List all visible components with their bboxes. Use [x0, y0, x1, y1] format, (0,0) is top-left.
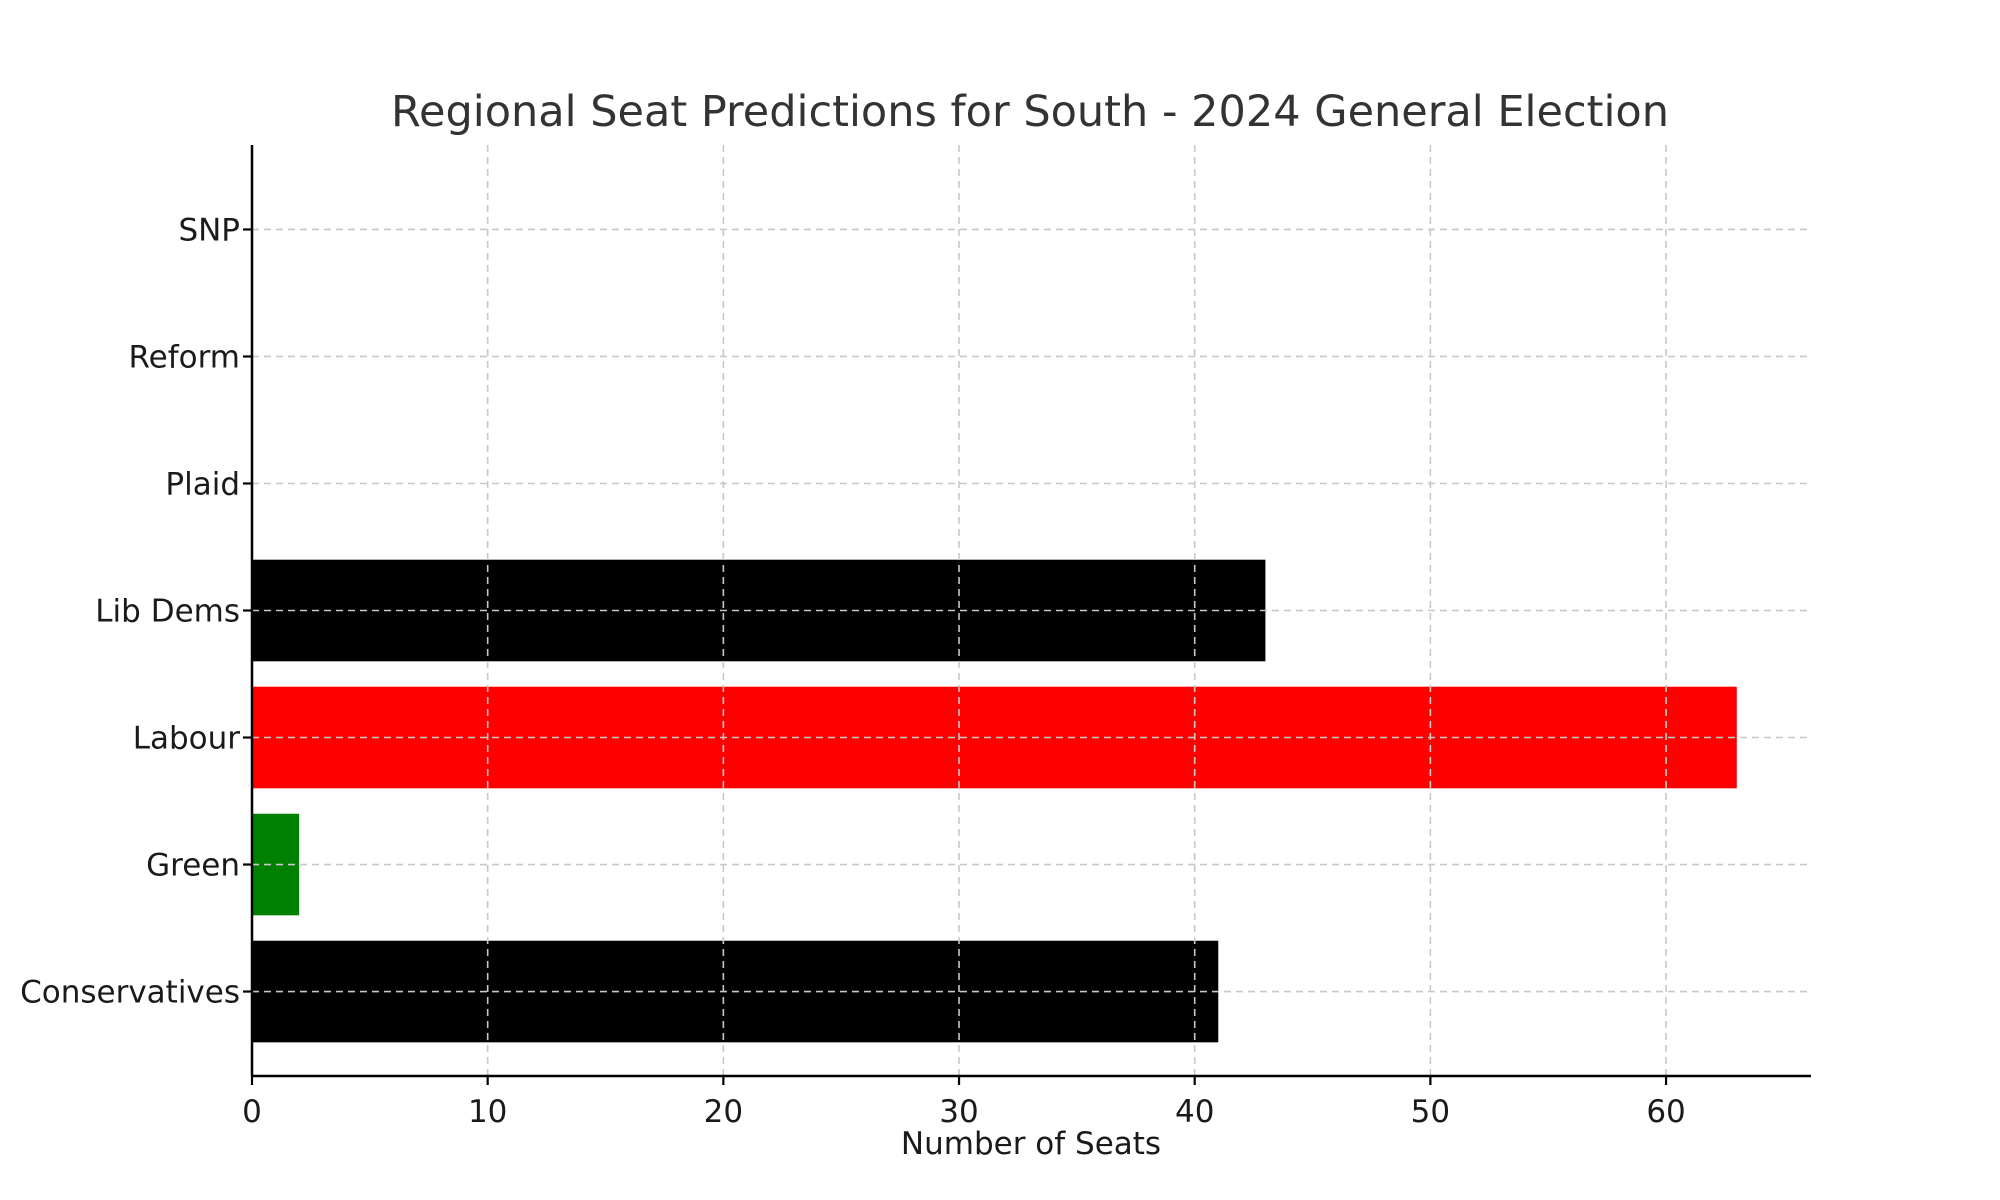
y-tick-label: Plaid	[165, 466, 240, 502]
y-axis-ticks: Conservatives Green Labour Lib Dems Plaid Ref…	[20, 212, 252, 1011]
x-axis-ticks: 0 10 20 30 40 50 60	[242, 1076, 1686, 1130]
y-tick-label: Reform	[129, 339, 241, 375]
y-tick-label: Labour	[133, 721, 241, 757]
x-tick-label: 0	[242, 1094, 262, 1130]
chart-title: Regional Seat Predictions for South - 20…	[391, 87, 1669, 137]
bars	[252, 559, 1737, 1043]
x-tick-label: 40	[1175, 1094, 1214, 1130]
y-tick-label: Lib Dems	[95, 594, 240, 630]
x-tick-label: 10	[468, 1094, 507, 1130]
x-tick-label: 60	[1646, 1094, 1685, 1130]
x-tick-label: 50	[1411, 1094, 1450, 1130]
y-tick-label: Conservatives	[20, 975, 240, 1011]
y-tick-label: SNP	[178, 212, 240, 248]
x-axis-label: Number of Seats	[901, 1126, 1161, 1162]
x-tick-label: 20	[704, 1094, 743, 1130]
x-tick-label: 30	[939, 1094, 978, 1130]
y-tick-label: Green	[146, 848, 240, 884]
grid-overlay	[251, 145, 1811, 1076]
